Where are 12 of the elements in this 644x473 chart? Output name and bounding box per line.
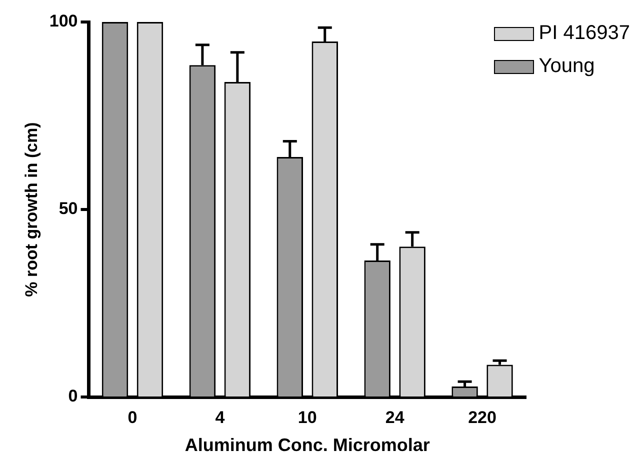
y-tick-label: 100: [49, 12, 78, 31]
x-tick-label: 10: [298, 408, 317, 427]
legend-label: Young: [538, 55, 595, 78]
x-tick-label: 220: [468, 408, 496, 427]
x-tick-label: 0: [128, 408, 138, 427]
y-tick-label: 0: [68, 386, 78, 406]
y-tick-label: 50: [58, 199, 78, 218]
x-axis-title: Aluminum Conc. Micromolar: [184, 435, 430, 456]
x-tick-label: 24: [385, 408, 405, 427]
y-axis-title: % root growth in (cm): [22, 122, 41, 297]
legend-label: PI 416937: [538, 22, 630, 45]
x-tick-label: 4: [215, 408, 226, 427]
